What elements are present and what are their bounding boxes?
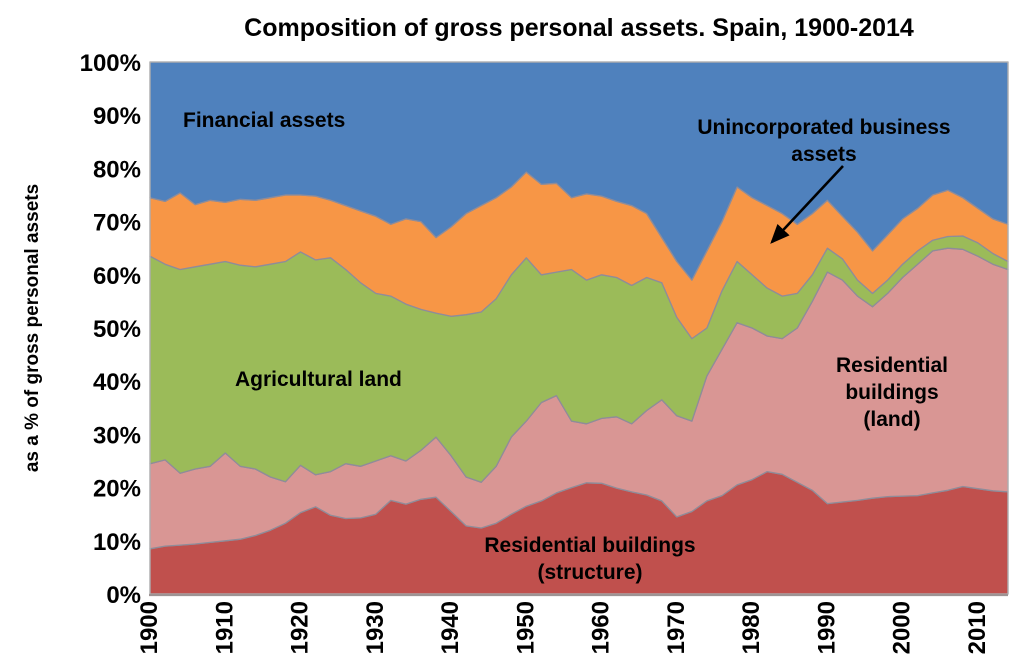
label-residential-buildings-structure: Residential buildings (structure) xyxy=(484,534,695,584)
y-tick-label: 30% xyxy=(93,422,141,449)
y-tick-label: 70% xyxy=(93,210,141,237)
label-unincorporated-business-assets: Unincorporated business assets xyxy=(697,116,950,166)
y-tick-label: 40% xyxy=(93,369,141,396)
label-agricultural-land: Agricultural land xyxy=(235,368,402,391)
chart-title: Composition of gross personal assets. Sp… xyxy=(244,14,914,42)
x-tick-label: 1940 xyxy=(437,601,464,654)
x-tick-label: 1960 xyxy=(588,601,615,654)
y-tick-label: 60% xyxy=(93,263,141,290)
x-tick-label: 2010 xyxy=(964,601,991,654)
y-tick-label: 10% xyxy=(93,529,141,556)
y-tick-label: 100% xyxy=(80,50,141,77)
x-tick-label: 1920 xyxy=(287,601,314,654)
x-tick-label: 2000 xyxy=(889,601,916,654)
label-residential-buildings-land: Residential buildings (land) xyxy=(836,354,948,431)
y-axis-title: as a % of gross personal assets xyxy=(22,184,43,472)
x-tick-label: 1970 xyxy=(663,601,690,654)
x-tick-label: 1990 xyxy=(813,601,840,654)
x-tick-label: 1980 xyxy=(738,601,765,654)
x-tick-label: 1910 xyxy=(211,601,238,654)
y-tick-label: 0% xyxy=(106,582,141,609)
y-tick-label: 20% xyxy=(93,476,141,503)
x-tick-label: 1950 xyxy=(512,601,539,654)
x-tick-label: 1930 xyxy=(362,601,389,654)
label-financial-assets: Financial assets xyxy=(183,109,345,132)
x-tick-label: 1900 xyxy=(136,601,163,654)
y-tick-label: 90% xyxy=(93,103,141,130)
annotation-arrow xyxy=(770,165,844,244)
y-tick-label: 50% xyxy=(93,316,141,343)
y-tick-label: 80% xyxy=(93,156,141,183)
